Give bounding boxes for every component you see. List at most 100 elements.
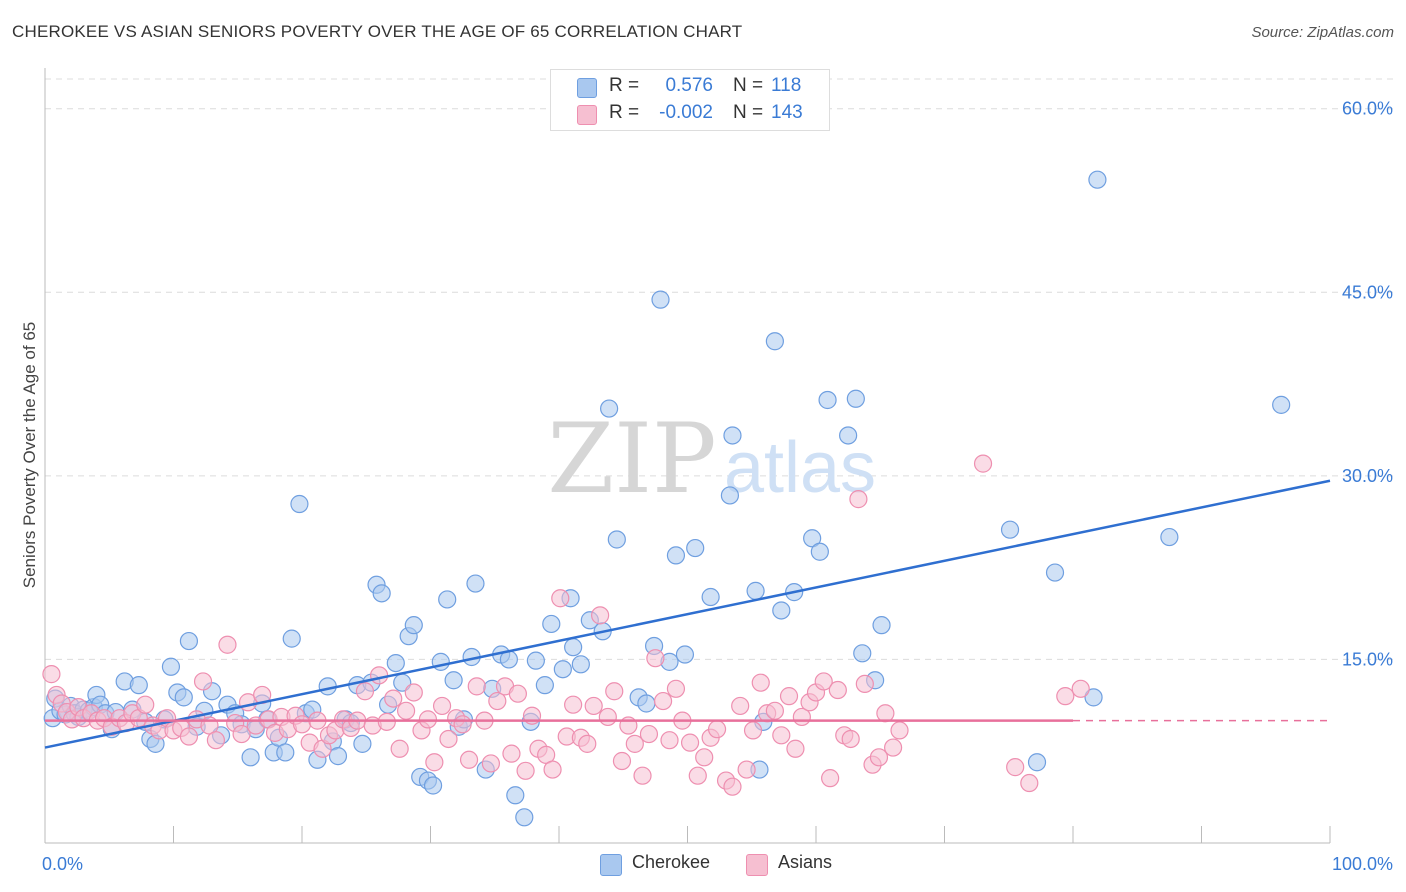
asians-point: [876, 704, 895, 723]
asians-point: [453, 715, 472, 734]
asians-point: [814, 672, 833, 691]
legend-swatch-cherokee: [600, 854, 622, 876]
cherokee-point: [651, 290, 670, 309]
asians-point: [765, 701, 784, 720]
legend-r-value: 0.576: [665, 75, 713, 96]
asians-point: [737, 760, 756, 779]
cherokee-point: [161, 657, 181, 676]
asians-point: [439, 729, 458, 749]
cherokee-point: [701, 587, 720, 607]
asians-point: [591, 606, 610, 625]
asians-point: [855, 674, 874, 694]
cherokee-point: [515, 808, 534, 827]
asians-point: [193, 672, 213, 691]
asians-point: [660, 731, 679, 750]
asians-point: [384, 689, 403, 708]
asians-point: [467, 677, 486, 696]
cherokee-point: [872, 616, 891, 635]
asians-point: [370, 666, 389, 685]
asians-point: [779, 687, 799, 706]
asians-point: [179, 727, 199, 746]
cherokee-trend-line: [44, 479, 1331, 749]
cherokee-point: [571, 655, 590, 674]
legend-swatch-cherokee: [577, 78, 597, 98]
y-tick-label: 15.0%: [1342, 649, 1393, 669]
legend-n-value: 143: [771, 102, 803, 123]
asians-point: [849, 490, 868, 509]
cherokee-point: [686, 538, 705, 558]
cherokee-point: [506, 786, 525, 805]
asians-point: [688, 766, 707, 785]
asians-point: [653, 691, 673, 711]
cherokee-point: [282, 629, 301, 648]
legend-r-value: -0.002: [659, 102, 713, 123]
cherokee-point: [818, 390, 837, 410]
cherokee-point: [772, 601, 791, 620]
asians-point: [564, 695, 583, 714]
cherokee-point: [666, 546, 686, 565]
cherokee-point: [564, 638, 583, 657]
legend-n-value: 118: [771, 75, 802, 96]
asians-point: [883, 738, 903, 757]
cherokee-point: [526, 651, 545, 670]
watermark-zip: ZIP: [547, 403, 716, 515]
asians-point: [218, 635, 237, 654]
legend-row-cherokee: R = 0.576 N = 118: [551, 74, 829, 100]
legend-swatch-asians: [746, 854, 768, 876]
asians-point: [646, 649, 665, 668]
y-tick-label: 45.0%: [1342, 282, 1393, 302]
cherokee-point: [328, 747, 348, 766]
asians-point: [355, 682, 375, 701]
cherokee-point: [444, 671, 463, 690]
cherokee-point: [723, 426, 742, 445]
legend-swatch-asians: [577, 105, 597, 125]
asians-point: [723, 777, 742, 796]
y-tick-label: 60.0%: [1342, 99, 1393, 119]
asians-point: [432, 696, 452, 716]
asians-point: [404, 683, 423, 702]
asians-point: [707, 720, 727, 739]
cherokee-point: [1027, 753, 1047, 772]
cherokee-point: [675, 645, 695, 664]
watermark: ZIP atlas: [547, 403, 876, 515]
asians-point: [488, 691, 507, 711]
legend-r-label: R =: [609, 75, 640, 96]
asians-point: [731, 696, 750, 716]
asians-point: [612, 751, 632, 771]
asians-point: [666, 679, 686, 698]
cherokee-point: [1000, 520, 1020, 539]
asians-point: [772, 726, 791, 745]
x-tick-label: 0.0%: [42, 854, 83, 874]
cherokee-point: [353, 734, 372, 753]
asians-point: [890, 721, 909, 740]
asians-point: [292, 715, 312, 734]
asians-point: [136, 695, 155, 714]
cherokee-point: [372, 584, 391, 603]
cherokee-point: [1160, 527, 1179, 547]
asians-point: [973, 454, 993, 473]
asians-point: [42, 665, 61, 684]
asians-point: [508, 684, 527, 703]
cherokee-point: [600, 399, 619, 418]
cherokee-point: [542, 614, 561, 634]
y-axis-label: Seniors Poverty Over the Age of 65: [20, 321, 39, 589]
cherokee-point: [553, 660, 572, 679]
asians-point: [578, 734, 597, 753]
asians-point: [232, 724, 251, 744]
legend-n-label: N =: [733, 75, 764, 96]
cherokee-point: [466, 574, 485, 593]
asians-point: [639, 724, 659, 744]
asians-point: [390, 739, 409, 758]
cherokee-point: [746, 581, 765, 600]
cherokee-point: [241, 748, 260, 767]
cherokee-point: [720, 486, 740, 505]
asians-point: [633, 766, 652, 785]
legend-label-cherokee: Cherokee: [632, 852, 711, 872]
cherokee-point: [1088, 170, 1107, 189]
correlation-legend: R = 0.576 N = 118 R = -0.002 N = 143: [550, 69, 830, 131]
cherokee-point: [290, 494, 309, 514]
series-asians-points: [42, 454, 1090, 796]
asians-point: [598, 707, 617, 727]
asians-point: [625, 734, 644, 753]
